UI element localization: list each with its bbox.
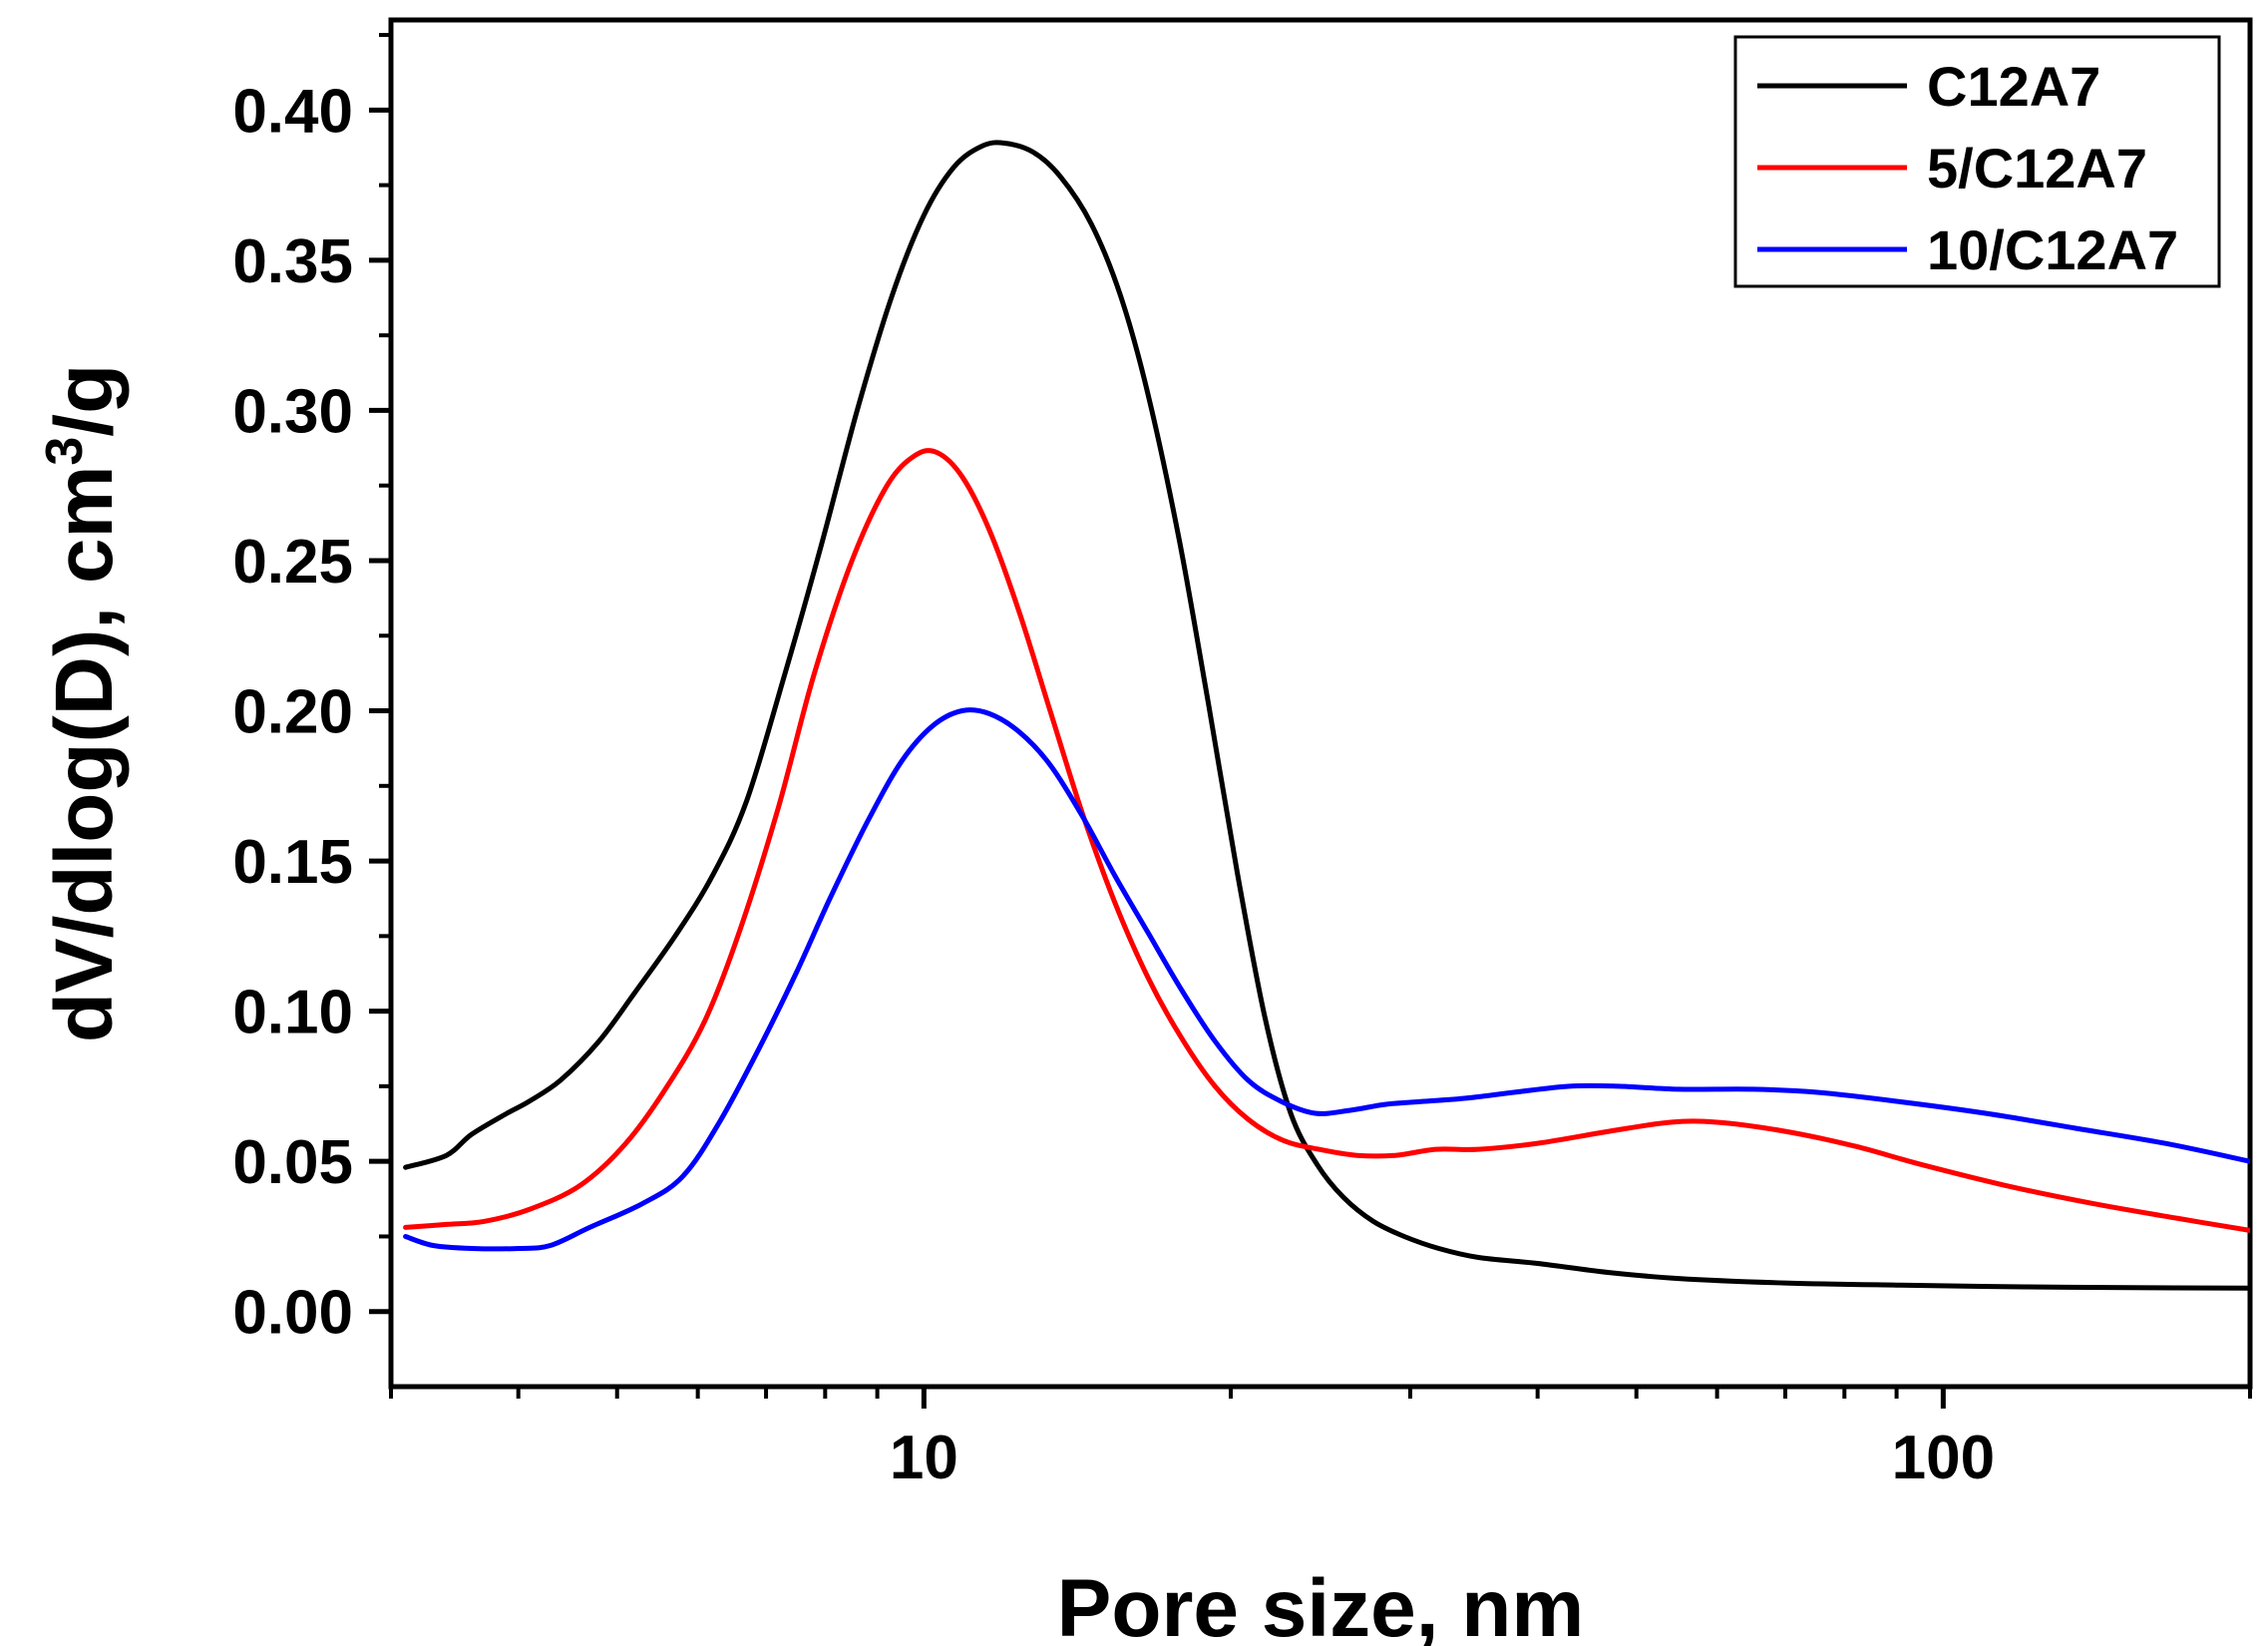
x-axis-tick-labels: 10 100 bbox=[890, 1424, 1995, 1492]
plot-frame bbox=[388, 17, 2253, 1390]
y-tick-label: 0.05 bbox=[232, 1128, 353, 1197]
y-tick-label: 0.30 bbox=[232, 377, 353, 446]
legend-box bbox=[1733, 35, 2221, 288]
legend-label-10-c12a7: 10/C12A7 bbox=[1927, 218, 2178, 281]
legend-label-5-c12a7: 5/C12A7 bbox=[1927, 137, 2147, 200]
series-line-10-c12a7 bbox=[403, 707, 2250, 1252]
y-axis-title-suffix: /g bbox=[39, 364, 130, 437]
y-tick-label: 0.15 bbox=[232, 828, 353, 897]
series-line-c12a7 bbox=[403, 140, 2250, 1291]
y-axis-title: dV/dlog(D), cm3/g bbox=[36, 364, 130, 1042]
x-axis-title: Pore size, nm bbox=[1057, 1563, 1585, 1646]
y-tick-label: 0.40 bbox=[232, 77, 353, 146]
y-tick-label: 0.00 bbox=[232, 1279, 353, 1348]
legend: C12A7 5/C12A7 10/C12A7 bbox=[1733, 35, 2221, 288]
y-tick-label: 0.10 bbox=[232, 979, 353, 1047]
y-tick-label: 0.25 bbox=[232, 528, 353, 597]
y-axis-title-main: dV/dlog(D), cm bbox=[39, 466, 130, 1043]
series-group bbox=[403, 140, 2250, 1291]
series-line-5-c12a7 bbox=[403, 448, 2250, 1233]
y-axis-tick-labels: 0.00 0.05 0.10 0.15 0.20 0.25 0.30 0.35 … bbox=[232, 77, 353, 1347]
legend-label-c12a7: C12A7 bbox=[1927, 55, 2100, 118]
y-tick-label: 0.20 bbox=[232, 678, 353, 747]
x-tick-label: 100 bbox=[1892, 1424, 1995, 1492]
y-axis-title-superscript: 3 bbox=[36, 437, 94, 466]
y-axis-ticks bbox=[369, 33, 391, 1315]
x-axis-ticks bbox=[389, 1387, 2252, 1409]
y-tick-label: 0.35 bbox=[232, 227, 353, 296]
x-tick-label: 10 bbox=[890, 1424, 958, 1492]
